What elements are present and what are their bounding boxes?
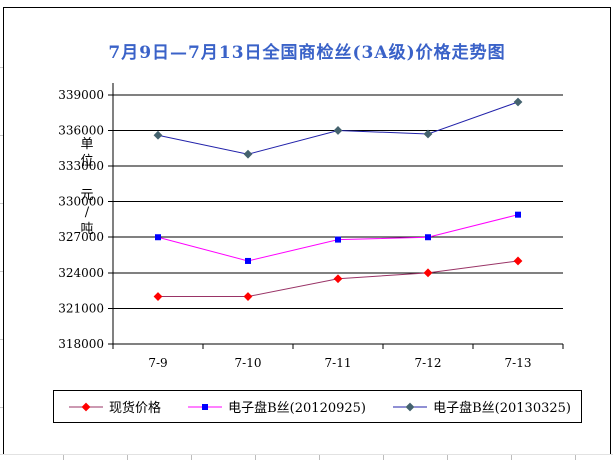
svg-text:339000: 339000	[58, 88, 104, 102]
svg-text:327000: 327000	[58, 230, 104, 244]
chart-title: 7月9日—7月13日全国商检丝(3A级)价格走势图	[108, 43, 506, 63]
legend: 现货价格 电子盘B丝(20120925) 电子盘B丝(20130325)	[53, 390, 582, 423]
svg-text:7-13: 7-13	[505, 356, 532, 370]
plot-area: 318000 321000 324000 327000 330000 333000 3360…	[58, 83, 564, 370]
svg-text:7-10: 7-10	[235, 356, 262, 370]
svg-text:324000: 324000	[58, 266, 104, 280]
chart-frame: 7月9日—7月13日全国商检丝(3A级)价格走势图 单 位 元 / 吨 3180…	[3, 7, 611, 456]
svg-text:321000: 321000	[58, 301, 104, 315]
svg-text:7-9: 7-9	[148, 356, 167, 370]
legend-label-spot-price: 现货价格	[109, 401, 162, 416]
legend-item-contract-20120925: 电子盘B丝(20120925)	[187, 397, 366, 416]
legend-item-contract-20130325: 电子盘B丝(20130325)	[392, 397, 571, 416]
spot-price-line-marker-icon	[69, 402, 103, 411]
spreadsheet-row-gridlines	[0, 0, 3, 460]
contract-20130325-line-marker-icon	[393, 402, 428, 411]
legend-item-spot-price: 现货价格	[68, 397, 161, 416]
svg-text:7-12: 7-12	[415, 356, 442, 370]
legend-label-contract-20130325: 电子盘B丝(20130325)	[433, 401, 571, 416]
svg-text:333000: 333000	[58, 159, 104, 173]
svg-text:7-11: 7-11	[325, 356, 352, 370]
spreadsheet-column-gridlines	[0, 454, 613, 460]
svg-text:336000: 336000	[58, 123, 104, 137]
legend-label-contract-20120925: 电子盘B丝(20120925)	[228, 401, 366, 416]
contract-20120925-line-marker-icon	[188, 403, 223, 410]
svg-text:318000: 318000	[58, 337, 104, 351]
svg-text:330000: 330000	[58, 195, 104, 209]
y-axis-unit-label: 单 位 元 / 吨	[80, 137, 94, 237]
